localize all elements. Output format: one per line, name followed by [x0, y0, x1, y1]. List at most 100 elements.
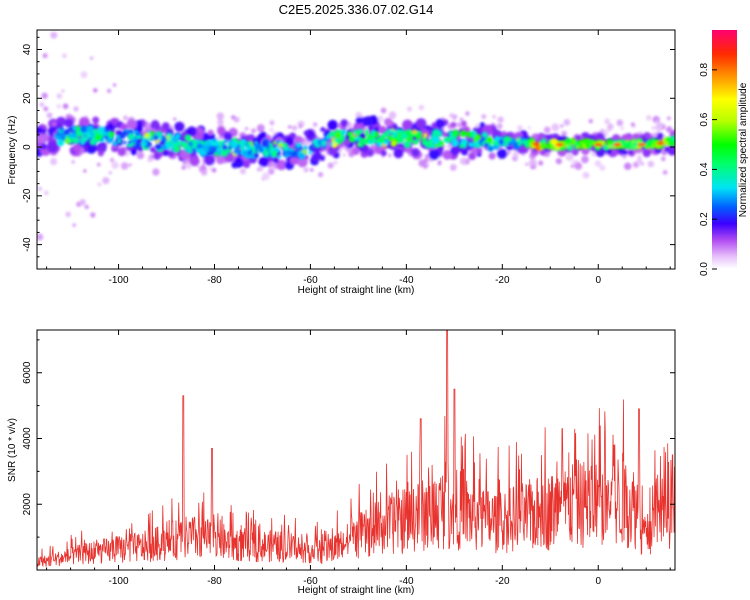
heatmap-noise-blob [93, 88, 98, 93]
heatmap-noise-blob [149, 154, 155, 160]
heatmap-band-blob [380, 150, 387, 157]
heatmap-x-tick-label: 0 [595, 275, 601, 286]
heatmap-band-blob [130, 148, 138, 156]
heatmap-noise-blob [72, 223, 77, 227]
heatmap-band-blob [327, 119, 338, 131]
heatmap-noise-blob [449, 113, 455, 119]
heatmap-noise-blob [438, 160, 442, 164]
heatmap-core-blob [127, 140, 132, 144]
heatmap-core-blob [357, 140, 365, 148]
heatmap-band-blob [161, 122, 170, 131]
heatmap-band-blob [51, 121, 57, 127]
heatmap-band-blob [258, 156, 269, 168]
heatmap-core-blob [243, 149, 249, 154]
heatmap-core-blob [585, 144, 590, 149]
heatmap-core-blob [387, 128, 392, 134]
heatmap-core-blob [86, 132, 92, 138]
heatmap-noise-blob [388, 111, 397, 120]
heatmap-core-blob [398, 137, 405, 143]
heatmap-core-blob [517, 142, 522, 146]
heatmap-noise-blob [616, 119, 624, 127]
heatmap-core-blob [397, 132, 402, 137]
heatmap-noise-blob [111, 161, 119, 169]
snr-y-tick-label: 6000 [22, 361, 33, 384]
heatmap-core-blob [283, 142, 288, 147]
heatmap-core-blob [411, 139, 416, 144]
heatmap-core-blob [346, 131, 353, 137]
heatmap-noise-blob [647, 160, 655, 168]
heatmap-noise-blob [39, 102, 44, 107]
heatmap-noise-blob [37, 186, 43, 191]
heatmap-band-blob [488, 152, 496, 160]
heatmap-core-blob [271, 151, 278, 157]
heatmap-band-blob [108, 122, 114, 129]
heatmap-band-blob [216, 155, 225, 165]
heatmap-core-blob [387, 136, 393, 141]
heatmap-core-blob [329, 142, 334, 147]
heatmap-band-blob [366, 148, 375, 157]
heatmap-core-blob [115, 135, 120, 139]
heatmap-core-blob [412, 129, 417, 134]
colorbar-title: Normalized spectral amplitude [738, 82, 749, 217]
heatmap-band-blob [72, 143, 82, 153]
heatmap-band-blob [240, 135, 246, 141]
heatmap-noise-blob [377, 115, 384, 122]
heatmap-core-blob [174, 133, 181, 140]
heatmap-y-axis-title: Frequency (Hz) [7, 116, 18, 185]
heatmap-band-blob [40, 128, 47, 135]
heatmap-noise-blob [244, 127, 249, 131]
heatmap-band-blob [186, 129, 192, 136]
heatmap-core-blob [364, 129, 370, 134]
heatmap-noise-blob [342, 153, 346, 157]
heatmap-noise-blob [555, 157, 562, 165]
snr-marks [37, 330, 675, 568]
heatmap-core-blob [214, 152, 218, 156]
heatmap-band-blob [64, 118, 74, 128]
heatmap-noise-blob [56, 93, 63, 99]
heatmap-noise-blob [418, 159, 426, 167]
heatmap-band-blob [319, 155, 326, 162]
heatmap-band-blob [207, 129, 214, 136]
heatmap-band-blob [259, 131, 267, 139]
heatmap-x-tick-label: -100 [109, 275, 129, 286]
heatmap-band-blob [40, 143, 47, 150]
heatmap-core-blob [367, 138, 374, 145]
heatmap-noise-blob [327, 162, 334, 169]
heatmap-noise-blob [452, 116, 457, 121]
heatmap-core-blob [220, 149, 229, 157]
heatmap-band-blob [92, 116, 100, 124]
heatmap-band-blob [363, 116, 374, 127]
heatmap-band-blob [327, 145, 338, 156]
heatmap-core-blob [56, 139, 65, 147]
heatmap-core-blob [154, 143, 163, 151]
heatmap-noise-blob [109, 157, 115, 163]
heatmap-core-blob [666, 137, 673, 144]
heatmap-core-blob [468, 141, 474, 148]
heatmap-core-blob [355, 136, 361, 142]
heatmap-band-blob [311, 152, 321, 163]
heatmap-core-blob [157, 134, 163, 139]
heatmap-band-blob [320, 126, 326, 132]
heatmap-band-blob [496, 148, 508, 159]
heatmap-noise-blob [287, 125, 292, 129]
heatmap-noise-blob [333, 160, 338, 165]
heatmap-core-blob [364, 132, 369, 137]
heatmap-band-blob [276, 159, 287, 171]
heatmap-band-blob [38, 132, 49, 143]
heatmap-noise-blob [620, 126, 624, 130]
heatmap-core-blob [452, 133, 456, 138]
heatmap-band-blob [153, 152, 161, 160]
heatmap-core-blob [308, 150, 312, 155]
heatmap-core-blob [451, 139, 459, 147]
heatmap-noise-blob [317, 172, 324, 178]
heatmap-core-blob [97, 126, 105, 133]
heatmap-core-blob [473, 143, 478, 149]
heatmap-core-blob [112, 141, 118, 147]
heatmap-noise-blob [588, 119, 593, 124]
heatmap-core-blob [334, 132, 342, 140]
heatmap-core-blob [383, 139, 390, 146]
heatmap-core-blob [126, 143, 131, 148]
heatmap-core-blob [262, 150, 270, 157]
heatmap-core-blob [658, 144, 664, 149]
